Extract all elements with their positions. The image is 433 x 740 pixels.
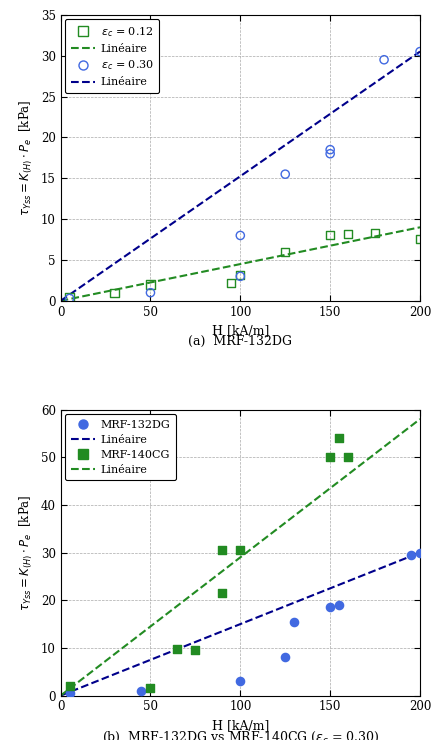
Y-axis label: $\tau_{Yss} = K_{(H)} \cdot P_e$  [kPa]: $\tau_{Yss} = K_{(H)} \cdot P_e$ [kPa]	[18, 99, 35, 216]
X-axis label: H [kA/m]: H [kA/m]	[212, 324, 269, 337]
Point	[282, 246, 289, 258]
Point	[219, 545, 226, 556]
Point	[372, 227, 378, 239]
Point	[66, 292, 73, 304]
Point	[138, 685, 145, 697]
Point	[147, 287, 154, 299]
Point	[228, 277, 235, 289]
Point	[192, 645, 199, 656]
Point	[66, 687, 73, 699]
Point	[407, 549, 414, 561]
Text: (a)  MRF-132DG: (a) MRF-132DG	[188, 335, 292, 349]
Y-axis label: $\tau_{Yss} = K_{(H)} \cdot P_e$  [kPa]: $\tau_{Yss} = K_{(H)} \cdot P_e$ [kPa]	[18, 494, 35, 611]
Point	[237, 545, 244, 556]
Point	[345, 228, 352, 240]
Point	[327, 229, 334, 240]
Point	[345, 451, 352, 463]
Text: (b)  MRF-132DG vs MRF-140CG ($\varepsilon_c$ = 0.30): (b) MRF-132DG vs MRF-140CG ($\varepsilon…	[101, 730, 379, 740]
Point	[174, 643, 181, 655]
Point	[237, 270, 244, 282]
Point	[147, 278, 154, 290]
Point	[282, 168, 289, 180]
Point	[111, 287, 118, 299]
Point	[336, 599, 343, 611]
Point	[327, 148, 334, 160]
Point	[336, 432, 343, 444]
Point	[282, 651, 289, 663]
Point	[327, 451, 334, 463]
Legend: MRF-132DG, Linéaire, MRF-140CG, Linéaire: MRF-132DG, Linéaire, MRF-140CG, Linéaire	[65, 414, 176, 480]
Point	[219, 587, 226, 599]
Point	[237, 229, 244, 241]
Point	[237, 269, 244, 280]
Point	[66, 292, 73, 303]
Point	[381, 54, 388, 66]
Legend: $\varepsilon_c$ = 0.12, Linéaire, $\varepsilon_c$ = 0.30, Linéaire: $\varepsilon_c$ = 0.12, Linéaire, $\vare…	[65, 19, 159, 93]
Point	[237, 676, 244, 687]
Point	[417, 46, 423, 58]
Point	[327, 602, 334, 613]
Point	[327, 144, 334, 155]
Point	[147, 682, 154, 694]
Point	[291, 616, 298, 628]
Point	[417, 547, 423, 559]
X-axis label: H [kA/m]: H [kA/m]	[212, 719, 269, 732]
Point	[66, 680, 73, 692]
Point	[417, 233, 423, 245]
